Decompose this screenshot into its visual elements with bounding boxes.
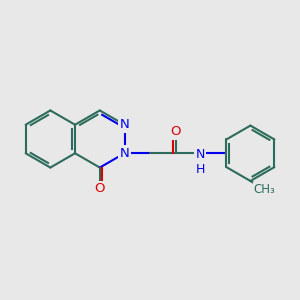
Text: O: O xyxy=(171,125,181,138)
Text: N: N xyxy=(120,147,129,160)
Text: CH₃: CH₃ xyxy=(254,183,276,196)
Text: N
H: N H xyxy=(196,148,205,176)
Text: N: N xyxy=(120,118,129,131)
Text: O: O xyxy=(94,182,105,196)
